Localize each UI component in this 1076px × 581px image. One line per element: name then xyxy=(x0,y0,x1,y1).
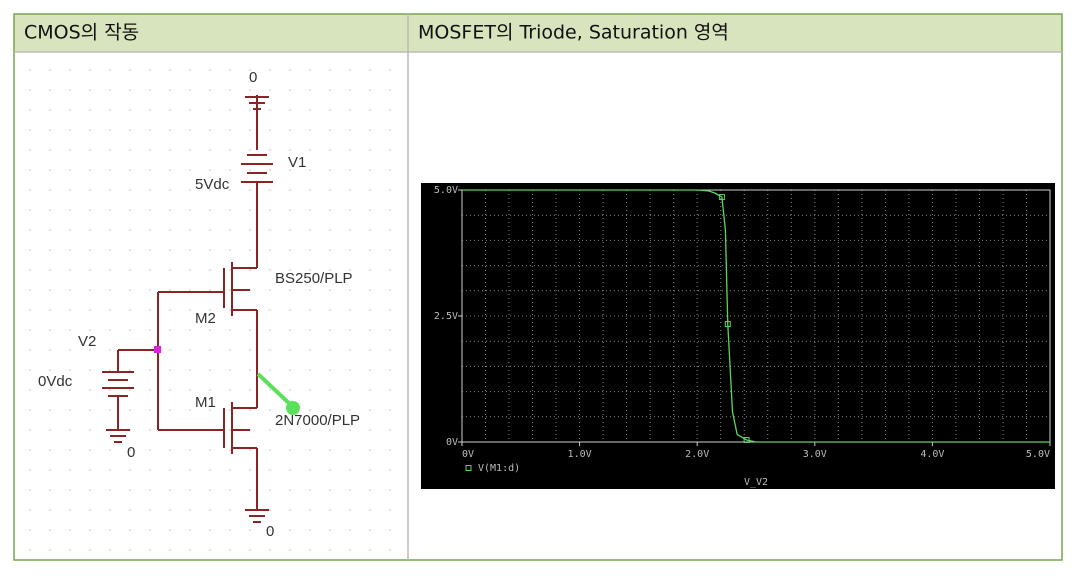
plot: 0V 1.0V 2.0V 3.0V 4.0V 5.0V 0V 2.5V 5.0V V_V2 V(M1… xyxy=(434,185,1051,488)
label: 2N7000/PLP xyxy=(275,412,360,429)
series-line xyxy=(462,189,1050,443)
header-right: MOSFET의 Triode, Saturation 영역 xyxy=(418,22,729,44)
series-marker xyxy=(724,321,731,328)
schematic-grid xyxy=(16,54,406,558)
y-tick-label: 0V xyxy=(446,437,458,448)
label: 0 xyxy=(266,523,274,540)
series-marker xyxy=(718,194,725,201)
table-border xyxy=(13,13,1063,561)
label: 0 xyxy=(127,444,135,461)
legend-marker xyxy=(465,465,472,471)
label: 0 xyxy=(249,69,257,86)
x-axis-label: V_V2 xyxy=(744,477,768,488)
label: V1 xyxy=(288,154,306,171)
x-tick-label: 5.0V xyxy=(1026,449,1050,460)
label: BS250/PLP xyxy=(275,270,353,287)
label: 0Vdc xyxy=(38,373,73,390)
series-marker xyxy=(743,436,750,443)
header-row xyxy=(14,14,1062,52)
legend-label: V(M1:d) xyxy=(478,463,520,474)
label: M2 xyxy=(195,310,216,327)
probe xyxy=(256,372,294,408)
junction-marker xyxy=(154,346,161,353)
label: M1 xyxy=(195,394,216,411)
y-tick-label: 5.0V xyxy=(434,185,458,196)
header-left: CMOS의 작동 xyxy=(24,22,139,44)
schematic-wires xyxy=(102,95,273,523)
x-tick-label: 1.0V xyxy=(568,449,592,460)
table-border xyxy=(13,13,1063,561)
plot-background xyxy=(421,183,1055,489)
label: 5Vdc xyxy=(195,176,230,193)
x-tick-label: 4.0V xyxy=(920,449,944,460)
y-tick-label: 2.5V xyxy=(434,311,458,322)
x-tick-label: 3.0V xyxy=(803,449,827,460)
x-tick-label: 0V xyxy=(462,449,474,460)
x-tick-label: 2.0V xyxy=(685,449,709,460)
label: V2 xyxy=(78,333,96,350)
probe-head xyxy=(286,401,300,415)
